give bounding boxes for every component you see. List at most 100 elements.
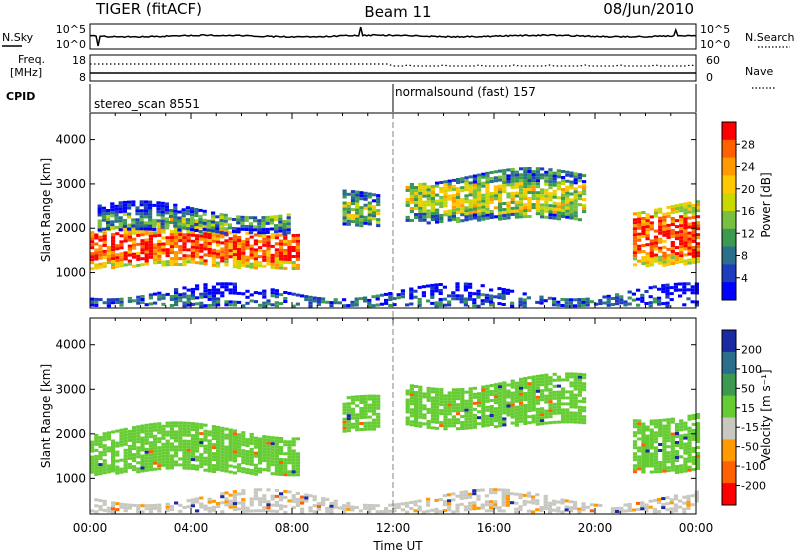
data-cell [451, 205, 456, 209]
data-cell [409, 198, 414, 201]
data-cell [569, 384, 574, 388]
data-cell [182, 257, 187, 261]
data-cell [531, 179, 536, 183]
data-cell [561, 408, 566, 412]
data-cell [573, 372, 578, 376]
data-cell [316, 505, 321, 509]
data-cell [363, 406, 368, 410]
data-cell [476, 292, 481, 296]
data-cell [569, 405, 574, 409]
data-cell [422, 185, 427, 189]
data-cell [645, 464, 650, 468]
data-cell [674, 453, 680, 456]
data-cell [577, 390, 582, 394]
data-cell [249, 293, 254, 297]
data-cell [623, 509, 628, 513]
data-cell [661, 302, 666, 306]
data-cell [321, 503, 326, 507]
data-cell [683, 436, 688, 440]
data-cell [270, 232, 275, 236]
data-cell [174, 288, 179, 292]
data-cell [670, 450, 675, 454]
data-cell [106, 509, 111, 513]
data-cell [489, 420, 494, 423]
data-cell [127, 465, 132, 469]
data-cell [447, 508, 452, 512]
data-cell [502, 420, 507, 424]
data-cell [451, 415, 456, 419]
data-cell [211, 508, 216, 512]
data-cell [539, 301, 544, 305]
data-cell [485, 189, 490, 193]
data-cell [426, 392, 431, 396]
data-cell [220, 432, 225, 436]
data-cell [673, 288, 678, 292]
colorbar-swatch [722, 395, 736, 418]
data-cell [418, 403, 423, 407]
data-cell [283, 464, 288, 468]
data-cell [405, 398, 410, 402]
velocity-y-label: Slant Range [km] [39, 364, 53, 468]
data-cell [519, 404, 524, 408]
colorbar-frame [721, 329, 737, 506]
data-cell [136, 510, 141, 514]
data-cell [691, 422, 696, 426]
data-cell [278, 220, 283, 224]
data-cell [329, 301, 334, 305]
data-cell [477, 200, 482, 204]
data-cell [195, 425, 200, 429]
data-cell [220, 456, 225, 460]
data-cell [477, 392, 482, 396]
data-cell [253, 466, 258, 470]
data-cell [224, 457, 229, 461]
data-cell [178, 230, 183, 234]
data-cell [527, 403, 532, 407]
data-cell [418, 194, 423, 198]
data-cell [178, 257, 183, 261]
data-cell [548, 400, 553, 404]
data-cell [283, 233, 288, 237]
data-cell [287, 452, 292, 456]
data-cell [413, 500, 418, 504]
data-cell [262, 450, 267, 454]
data-cell [173, 221, 178, 225]
data-cell [304, 493, 309, 497]
data-cell [106, 467, 111, 471]
data-cell [90, 509, 95, 513]
data-cell [498, 400, 503, 404]
data-cell [181, 211, 186, 215]
data-cell [523, 404, 528, 407]
data-cell [493, 389, 498, 393]
data-cell [224, 427, 229, 431]
data-cell [262, 264, 267, 268]
data-cell [354, 303, 359, 307]
data-cell [430, 414, 435, 418]
data-cell [582, 198, 587, 202]
data-cell [653, 208, 659, 212]
data-cell [90, 240, 95, 244]
data-cell [679, 470, 684, 474]
data-cell [641, 437, 646, 441]
data-cell [161, 260, 166, 264]
data-cell [186, 294, 191, 298]
data-cell [641, 443, 646, 447]
data-cell [165, 451, 170, 455]
data-cell [283, 504, 288, 508]
data-cell [426, 212, 431, 216]
data-cell [658, 434, 663, 437]
data-cell [102, 264, 107, 268]
data-cell [442, 297, 447, 301]
data-cell [481, 421, 486, 425]
data-cell [223, 216, 228, 220]
data-cell [569, 198, 574, 202]
data-cell [174, 242, 179, 245]
data-cell [363, 506, 368, 510]
data-cell [165, 460, 170, 464]
data-cell [194, 223, 199, 226]
data-cell [115, 441, 120, 445]
data-cell [439, 181, 444, 184]
data-cell [367, 195, 372, 199]
data-cell [165, 439, 170, 443]
